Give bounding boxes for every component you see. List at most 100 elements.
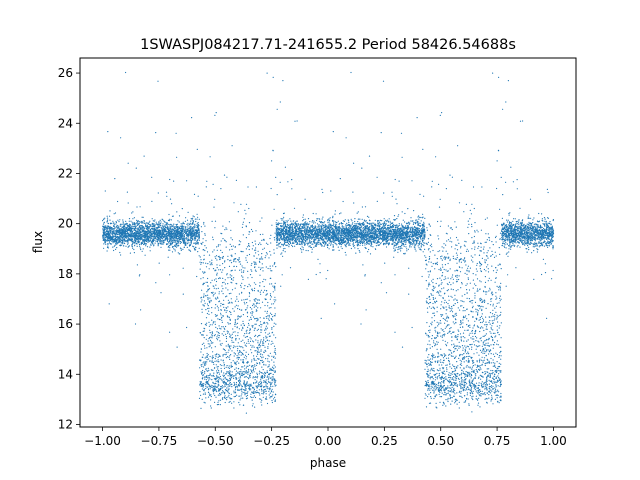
data-point (231, 386, 233, 388)
data-point (320, 236, 322, 238)
data-point (531, 252, 533, 254)
data-point (484, 347, 486, 349)
data-point (252, 368, 255, 370)
data-point (492, 293, 494, 295)
data-point (456, 392, 458, 394)
data-point (317, 225, 319, 227)
data-point (251, 276, 253, 279)
data-point (268, 257, 270, 259)
data-point (444, 340, 446, 342)
data-point (321, 218, 323, 220)
data-point (424, 242, 426, 244)
data-point (254, 379, 256, 381)
data-point (216, 337, 218, 340)
data-point (225, 390, 227, 392)
data-point (285, 227, 288, 229)
data-point (477, 384, 479, 386)
data-point (487, 250, 489, 252)
data-point (211, 356, 213, 358)
data-point (417, 227, 419, 229)
data-point (464, 293, 466, 296)
data-point (482, 306, 484, 308)
data-point (461, 364, 463, 366)
data-point (296, 236, 298, 238)
data-point (219, 340, 221, 342)
data-point (274, 379, 276, 381)
data-point (212, 321, 215, 323)
data-point (237, 332, 239, 334)
data-point (485, 386, 487, 388)
data-point (439, 320, 441, 322)
data-point (260, 339, 262, 341)
data-point (428, 248, 430, 250)
data-point (409, 246, 411, 248)
data-point (470, 371, 473, 373)
data-point (257, 342, 259, 344)
data-point (273, 315, 275, 317)
data-point (416, 219, 418, 221)
data-point (334, 221, 336, 223)
data-point (519, 225, 521, 227)
data-point (523, 239, 525, 241)
data-point (394, 237, 396, 239)
data-point (544, 218, 546, 220)
data-point (484, 352, 486, 354)
data-point (169, 218, 171, 220)
data-point (460, 387, 462, 389)
data-point (141, 228, 143, 230)
data-point (394, 249, 396, 252)
data-point (485, 397, 487, 400)
data-point (448, 382, 450, 384)
data-point (276, 247, 278, 249)
data-point (484, 394, 486, 396)
data-point (260, 398, 262, 400)
data-point (244, 394, 246, 396)
data-point (449, 395, 451, 397)
data-point (295, 238, 297, 240)
data-point (211, 358, 213, 360)
data-point (431, 367, 433, 369)
data-point (518, 219, 520, 221)
data-point (267, 379, 269, 381)
data-point (260, 401, 262, 403)
data-point (392, 238, 394, 241)
data-point (434, 396, 436, 398)
data-point (414, 231, 416, 233)
data-point (233, 377, 235, 379)
data-point (490, 357, 492, 360)
data-point (109, 215, 111, 217)
data-point (226, 295, 228, 297)
data-point (227, 255, 229, 257)
data-point (257, 353, 259, 355)
data-points (102, 71, 555, 414)
data-point (211, 369, 213, 371)
data-point (415, 221, 417, 223)
data-point (451, 386, 453, 388)
data-point (234, 389, 237, 391)
data-point (302, 249, 304, 251)
data-point (241, 366, 243, 368)
data-point (486, 324, 488, 326)
data-point (240, 324, 242, 326)
data-point (259, 394, 261, 396)
data-point (443, 388, 445, 390)
data-point (198, 231, 200, 233)
data-point (263, 278, 265, 280)
data-point (379, 219, 381, 221)
data-point (232, 331, 234, 333)
data-point (235, 383, 237, 385)
data-point (207, 377, 209, 379)
data-point (248, 319, 250, 321)
data-point (440, 387, 442, 389)
data-point (472, 273, 474, 275)
data-point (255, 323, 257, 325)
data-point (228, 365, 230, 367)
data-point (449, 310, 451, 312)
data-point (229, 310, 231, 313)
data-point (429, 370, 431, 372)
data-point (492, 332, 494, 334)
data-point (372, 241, 375, 243)
data-point (460, 305, 462, 307)
data-point (445, 256, 447, 258)
data-point (282, 250, 284, 252)
